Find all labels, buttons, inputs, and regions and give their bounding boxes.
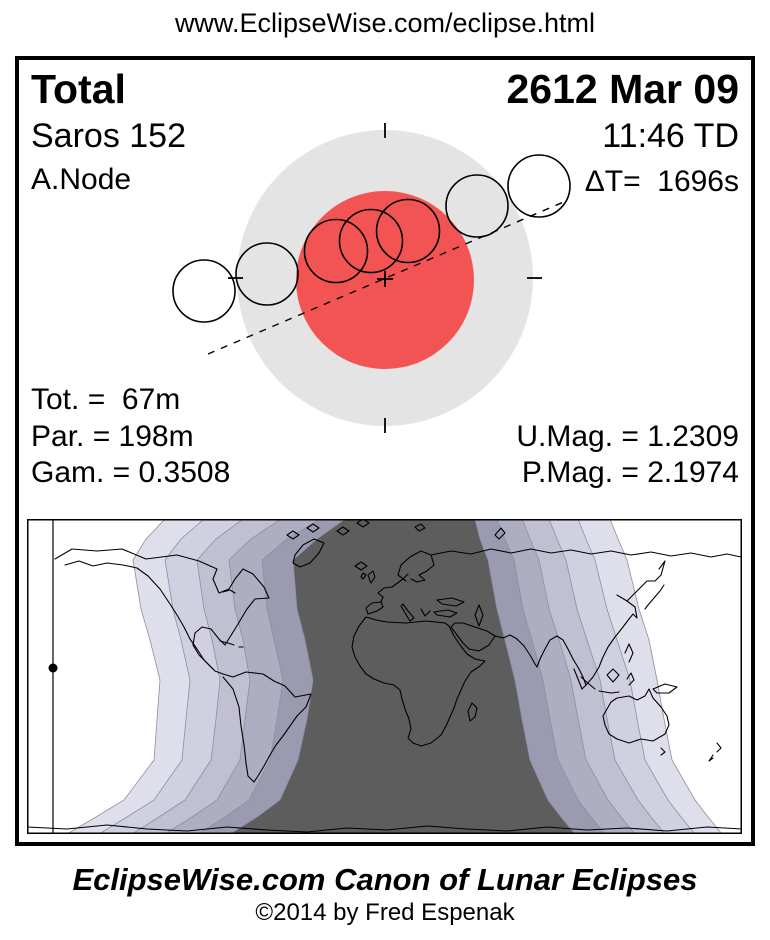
- node-label: A.Node: [31, 163, 132, 196]
- shadow-diagram: [172, 123, 571, 433]
- zenith-point-dot: [48, 663, 58, 673]
- canon-caption: EclipseWise.com Canon of Lunar Eclipses: [72, 862, 698, 897]
- page-title: www.EclipseWise.com/eclipse.html: [174, 8, 596, 38]
- stat-gamma: Gam. = 0.3508: [31, 456, 231, 489]
- visibility-map: [27, 519, 742, 834]
- delta-t-value: ΔT= 1696s: [584, 165, 739, 198]
- moon-path-line: [207, 200, 567, 355]
- visibility-bands: [66, 519, 723, 834]
- eclipse-date: 2612 Mar 09: [506, 66, 739, 112]
- copyright-notice: ©2014 by Fred Espenak: [255, 899, 515, 926]
- eclipse-time: 11:46 TD: [602, 117, 739, 155]
- shadow-center-cross: [377, 271, 393, 287]
- stat-totality-duration: Tot. = 67m: [31, 383, 181, 416]
- stat-partial-duration: Par. = 198m: [31, 420, 194, 453]
- stat-umbral-magnitude: U.Mag. = 1.2309: [516, 420, 739, 453]
- moon-position-circles: [172, 154, 571, 323]
- stat-penumbral-magnitude: P.Mag. = 2.1974: [521, 456, 739, 489]
- eclipse-type: Total: [31, 66, 126, 112]
- plate-border: [15, 56, 755, 846]
- coastlines: [27, 519, 742, 833]
- map-border: [27, 519, 742, 834]
- saros-series: Saros 152: [31, 117, 186, 155]
